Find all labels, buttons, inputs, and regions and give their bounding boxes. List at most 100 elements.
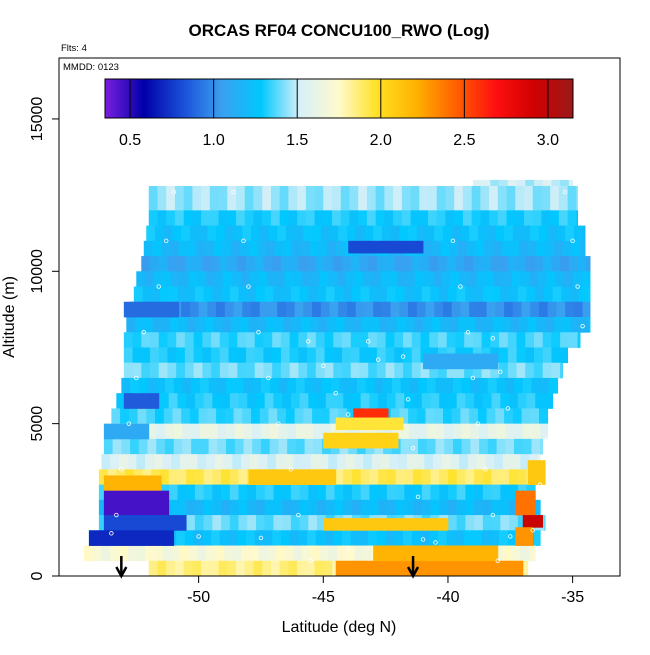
heatmap-cell [418, 377, 428, 394]
heatmap-cell [123, 530, 133, 546]
heatmap-cell [381, 545, 392, 562]
heatmap-cell [221, 286, 231, 303]
heatmap-cell [111, 408, 121, 425]
heatmap-cell [327, 469, 337, 485]
heatmap-cell [156, 423, 166, 440]
heatmap-cell [516, 256, 526, 272]
heatmap-cell [380, 271, 390, 287]
colorbar-tick-label: 1.0 [203, 132, 225, 149]
heatmap-cell [132, 347, 142, 364]
track-point [538, 482, 543, 487]
heatmap-cell [447, 515, 458, 531]
heatmap-cell [431, 353, 441, 370]
heatmap-cell [196, 317, 206, 333]
heatmap-cell [400, 240, 410, 254]
heatmap-cell [193, 347, 203, 364]
heatmap-cell [103, 475, 114, 492]
heatmap-cell [550, 185, 560, 211]
heatmap-cell [172, 408, 182, 425]
heatmap-cells [83, 179, 591, 576]
heatmap-cell [421, 469, 431, 485]
heatmap-cell [184, 347, 195, 364]
heatmap-cell [143, 240, 153, 257]
heatmap-cell [287, 438, 297, 455]
heatmap-cell [465, 515, 475, 531]
heatmap-cell [324, 347, 334, 364]
heatmap-cell [495, 301, 505, 318]
heatmap-cell [395, 469, 405, 485]
heatmap-cell [491, 484, 501, 501]
heatmap-cell [333, 347, 343, 364]
heatmap-cell [313, 438, 323, 455]
heatmap-cell [521, 225, 531, 242]
heatmap-cell [192, 185, 202, 211]
heatmap-cell [332, 210, 342, 226]
heatmap-cell [495, 545, 499, 562]
track-point [475, 421, 481, 426]
heatmap-cell [446, 332, 456, 348]
heatmap-cell [173, 515, 183, 531]
heatmap-cell [543, 286, 554, 303]
heatmap-cell [254, 256, 264, 272]
heatmap-cell [179, 271, 190, 287]
heatmap-cell [460, 225, 470, 242]
heatmap-cell [309, 317, 319, 333]
heatmap-cell [236, 185, 246, 211]
x-tick-label: -35 [561, 589, 584, 606]
heatmap-cell [341, 256, 352, 272]
heatmap-cell [343, 499, 353, 516]
heatmap-cell [153, 271, 163, 287]
heatmap-cell [340, 210, 350, 226]
heatmap-cell [507, 256, 517, 272]
track-point [119, 467, 124, 472]
heatmap-cell [130, 490, 140, 516]
heatmap-cell [580, 317, 590, 333]
heatmap-cell [528, 271, 539, 287]
heatmap-cell [298, 347, 308, 364]
heatmap-cell [310, 545, 320, 562]
heatmap-cell [411, 332, 421, 348]
heatmap-cell [540, 377, 550, 394]
heatmap-cell [92, 545, 102, 562]
heatmap-cell [258, 454, 268, 470]
heatmap-cell [504, 301, 514, 318]
heatmap-cell [299, 515, 309, 531]
heatmap-cell [243, 438, 253, 455]
heatmap-cell [401, 210, 411, 226]
heatmap-cell [375, 518, 385, 531]
heatmap-cell [157, 560, 167, 576]
heatmap-cell [136, 454, 146, 470]
heatmap-cell [333, 362, 343, 379]
heatmap-cell [284, 454, 294, 470]
heatmap-cell [270, 210, 281, 226]
heatmap-cell [472, 362, 483, 379]
heatmap-cell [350, 256, 360, 272]
heatmap-cell [335, 240, 345, 257]
heatmap-cell [435, 377, 445, 394]
heatmap-cell [369, 484, 379, 501]
heatmap-cell [369, 469, 379, 485]
heatmap-cell [298, 256, 308, 272]
heatmap-cell [295, 438, 305, 455]
heatmap-cell [444, 438, 454, 455]
heatmap-cell [524, 527, 534, 546]
heatmap-cell [126, 317, 136, 333]
heatmap-cell [212, 515, 222, 531]
heatmap-cell [272, 362, 282, 379]
heatmap-cell [501, 560, 511, 576]
heatmap-cell [133, 286, 143, 303]
heatmap-cell [452, 423, 463, 440]
heatmap-cell [178, 317, 188, 333]
heatmap-cell [307, 530, 317, 546]
heatmap-cell [335, 317, 345, 333]
heatmap-cell [247, 393, 257, 409]
heatmap-cell [533, 332, 544, 348]
heatmap-cell [497, 185, 507, 211]
heatmap-cell [203, 393, 213, 409]
arrow-head [115, 566, 128, 579]
heatmap-cell [411, 362, 421, 379]
heatmap-cell [500, 484, 510, 501]
heatmap-cell [449, 240, 459, 257]
heatmap-cell [110, 454, 120, 470]
heatmap-cell [128, 408, 138, 425]
